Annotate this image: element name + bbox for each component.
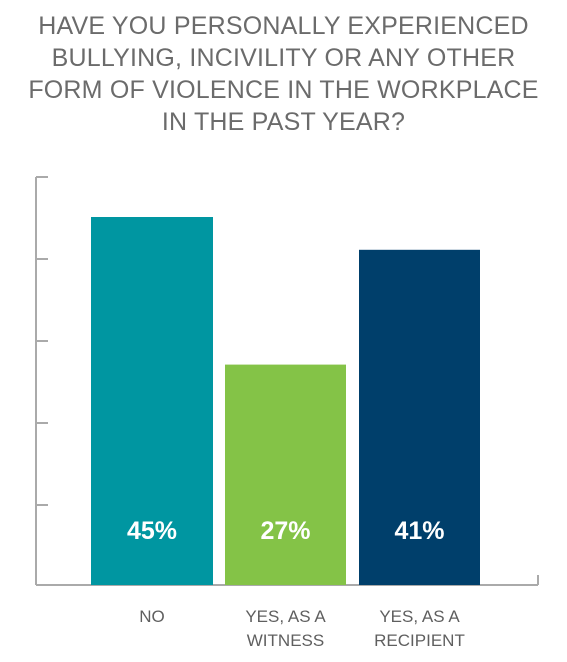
bar-2: [359, 249, 480, 586]
category-label-1: YES, AS A WITNESS: [245, 607, 326, 650]
category-label-2: YES, AS A RECIPIENT: [374, 607, 465, 650]
category-label-0: NO: [139, 607, 165, 626]
chart-value-labels: 45% 27% 41%: [127, 517, 445, 545]
category-label-1-line-0: YES, AS A: [245, 607, 326, 626]
chart-title-line-1: HAVE YOU PERSONALLY EXPERIENCED: [38, 12, 529, 40]
category-label-0-line-0: NO: [139, 607, 165, 626]
bar-value-label-0: 45%: [127, 517, 177, 545]
category-label-1-line-1: WITNESS: [247, 631, 324, 650]
chart-category-labels: NO YES, AS A WITNESS YES, AS A RECIPIENT: [139, 607, 465, 650]
chart-bars: [91, 217, 480, 586]
chart-title: HAVE YOU PERSONALLY EXPERIENCED BULLYING…: [0, 10, 567, 138]
bar-value-label-2: 41%: [394, 517, 444, 545]
bar-1: [225, 364, 346, 585]
chart-title-line-3: FORM OF VIOLENCE IN THE WORKPLACE: [28, 76, 539, 104]
chart-title-line-2: BULLYING, INCIVILITY OR ANY OTHER: [51, 44, 516, 72]
bar-value-label-1: 27%: [260, 517, 310, 545]
category-label-2-line-0: YES, AS A: [379, 607, 460, 626]
category-label-2-line-1: RECIPIENT: [374, 631, 465, 650]
bar-0: [91, 217, 213, 585]
chart-title-line-4: IN THE PAST YEAR?: [161, 108, 406, 136]
